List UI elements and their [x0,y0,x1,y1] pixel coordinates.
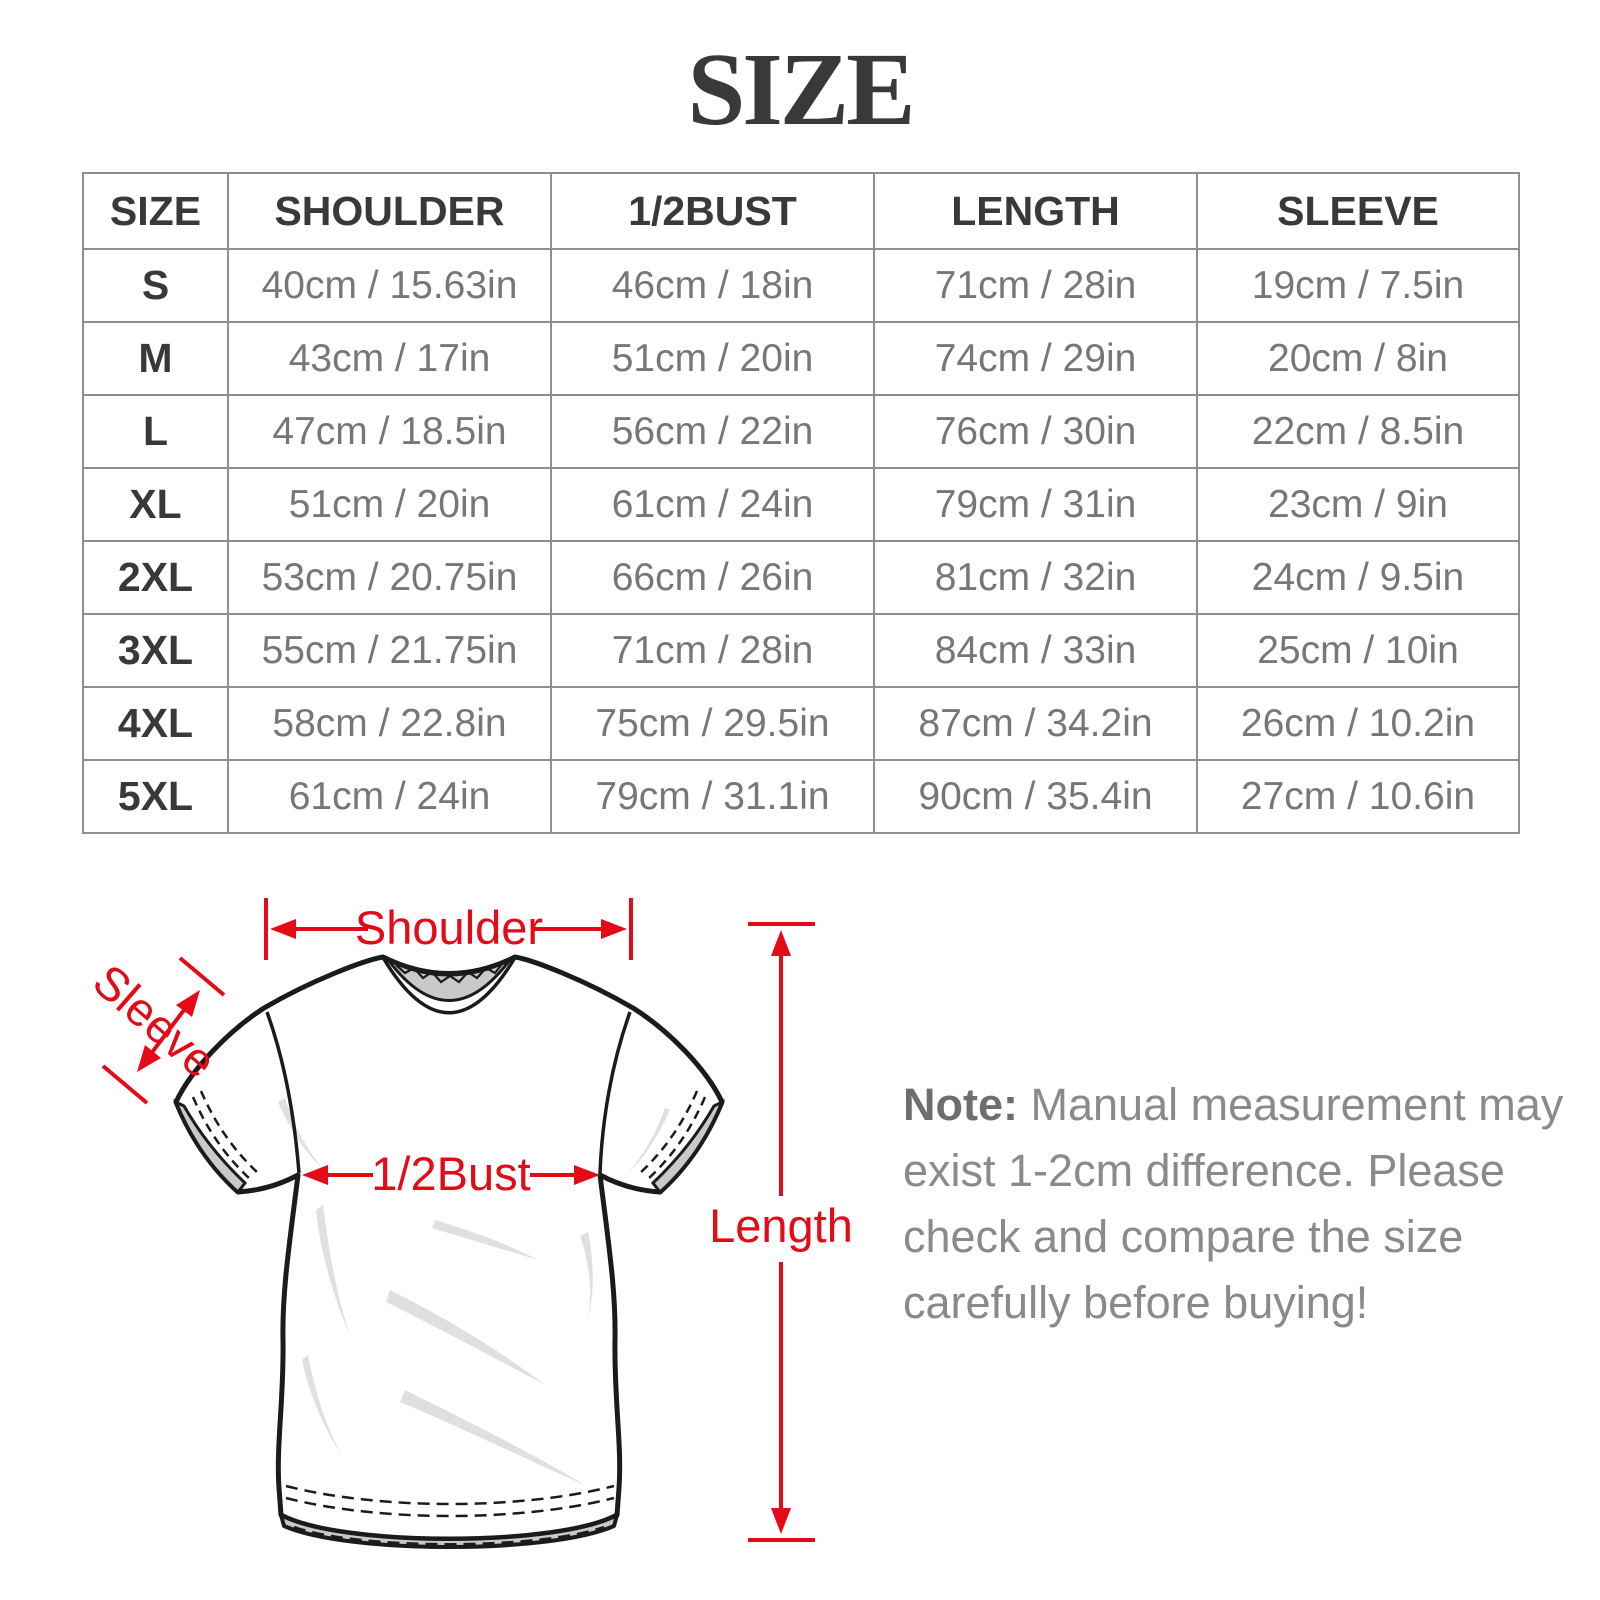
sleeve-value: 23cm / 9in [1196,467,1520,542]
length-value: 81cm / 32in [873,540,1198,615]
table-row: 4XL 58cm / 22.8in 75cm / 29.5in 87cm / 3… [82,686,1520,761]
hem-band [279,1513,619,1549]
note-line: Note: Manual measurement may [903,1072,1563,1138]
length-value: 79cm / 31in [873,467,1198,542]
halfbust-value: 71cm / 28in [550,613,875,688]
length-label: Length [709,1199,853,1252]
cuff-stitches [191,1090,707,1181]
arrowhead-down [771,1508,791,1534]
hem-stitches [285,1484,615,1518]
size-label: 3XL [82,613,229,688]
size-label: S [82,248,229,323]
measurement-note: Note: Manual measurement may exist 1-2cm… [903,1072,1563,1336]
size-label: XL [82,467,229,542]
note-line: carefully before buying! [903,1277,1369,1328]
column-header-sleeve: SLEEVE [1196,172,1520,250]
halfbust-annotation: 1/2Bust [302,1147,600,1200]
sleeve-top-tick [178,956,226,997]
shoulder-value: 51cm / 20in [227,467,552,542]
shoulder-value: 47cm / 18.5in [227,394,552,469]
page-title: SIZE [687,32,915,147]
table-row: XL 51cm / 20in 61cm / 24in 79cm / 31in 2… [82,467,1520,542]
hem-band-stitch [293,1525,605,1546]
arrowhead-up [176,990,200,1017]
halfbust-value: 75cm / 29.5in [550,686,875,761]
note-label: Note: [903,1079,1018,1130]
arrowhead-down [137,1045,161,1072]
halfbust-label: 1/2Bust [371,1147,530,1200]
length-value: 76cm / 30in [873,394,1198,469]
sleeve-value: 22cm / 8.5in [1196,394,1520,469]
length-value: 71cm / 28in [873,248,1198,323]
sleeve-value: 26cm / 10.2in [1196,686,1520,761]
note-line: exist 1-2cm difference. Please [903,1145,1505,1196]
table-row: 5XL 61cm / 24in 79cm / 31.1in 90cm / 35.… [82,759,1520,834]
collar-zigzag-stitch [395,963,503,984]
sleeve-value: 24cm / 9.5in [1196,540,1520,615]
shoulder-value: 53cm / 20.75in [227,540,552,615]
halfbust-value: 56cm / 22in [550,394,875,469]
shoulder-value: 61cm / 24in [227,759,552,834]
shoulder-value: 40cm / 15.63in [227,248,552,323]
arrowhead-right [574,1165,600,1185]
length-value: 87cm / 34.2in [873,686,1198,761]
table-row: 2XL 53cm / 20.75in 66cm / 26in 81cm / 32… [82,540,1520,615]
size-label: 4XL [82,686,229,761]
tshirt-outline [173,954,725,1542]
arrowhead-left [302,1165,328,1185]
size-label: 2XL [82,540,229,615]
sleeve-value: 27cm / 10.6in [1196,759,1520,834]
length-value: 84cm / 33in [873,613,1198,688]
length-value: 90cm / 35.4in [873,759,1198,834]
note-line: check and compare the size [903,1211,1464,1262]
shoulder-value: 55cm / 21.75in [227,613,552,688]
sleeve-bottom-tick [101,1064,149,1105]
size-label: 5XL [82,759,229,834]
length-value: 74cm / 29in [873,321,1198,396]
size-label: M [82,321,229,396]
arrowhead-up [771,930,791,956]
halfbust-value: 51cm / 20in [550,321,875,396]
halfbust-value: 66cm / 26in [550,540,875,615]
column-header-shoulder: SHOULDER [227,172,552,250]
length-annotation: Length [709,922,853,1542]
arrowhead-right [601,919,627,939]
arrowhead-left [270,919,296,939]
halfbust-value: 79cm / 31.1in [550,759,875,834]
column-header-halfbust: 1/2BUST [550,172,875,250]
size-table: SIZE SHOULDER 1/2BUST LENGTH SLEEVE S 40… [82,172,1520,834]
table-row: M 43cm / 17in 51cm / 20in 74cm / 29in 20… [82,321,1520,396]
table-row: 3XL 55cm / 21.75in 71cm / 28in 84cm / 33… [82,613,1520,688]
collar-rib-band [381,955,517,1014]
size-label: L [82,394,229,469]
shoulder-value: 43cm / 17in [227,321,552,396]
table-row: S 40cm / 15.63in 46cm / 18in 71cm / 28in… [82,248,1520,323]
sleeve-value: 19cm / 7.5in [1196,248,1520,323]
table-header-row: SIZE SHOULDER 1/2BUST LENGTH SLEEVE [82,172,1520,250]
left-sleeve-seam [265,1011,301,1174]
shoulder-label: Shoulder [355,901,543,954]
note-text: Manual measurement may [1030,1079,1564,1130]
column-header-length: LENGTH [873,172,1198,250]
column-header-size: SIZE [82,172,229,250]
table-row: L 47cm / 18.5in 56cm / 22in 76cm / 30in … [82,394,1520,469]
shoulder-annotation: Shoulder [264,898,633,960]
right-cuff-inside [650,1098,725,1195]
fabric-wrinkles [278,1098,670,1485]
halfbust-value: 61cm / 24in [550,467,875,542]
sleeve-value: 25cm / 10in [1196,613,1520,688]
tshirt-measurement-diagram: Shoulder Sleeve 1/2Bust Length [83,898,853,1549]
sleeve-value: 20cm / 8in [1196,321,1520,396]
halfbust-value: 46cm / 18in [550,248,875,323]
shoulder-value: 58cm / 22.8in [227,686,552,761]
left-cuff-inside [173,1098,248,1195]
tshirt-illustration [173,954,725,1549]
right-sleeve-seam [598,1011,632,1174]
